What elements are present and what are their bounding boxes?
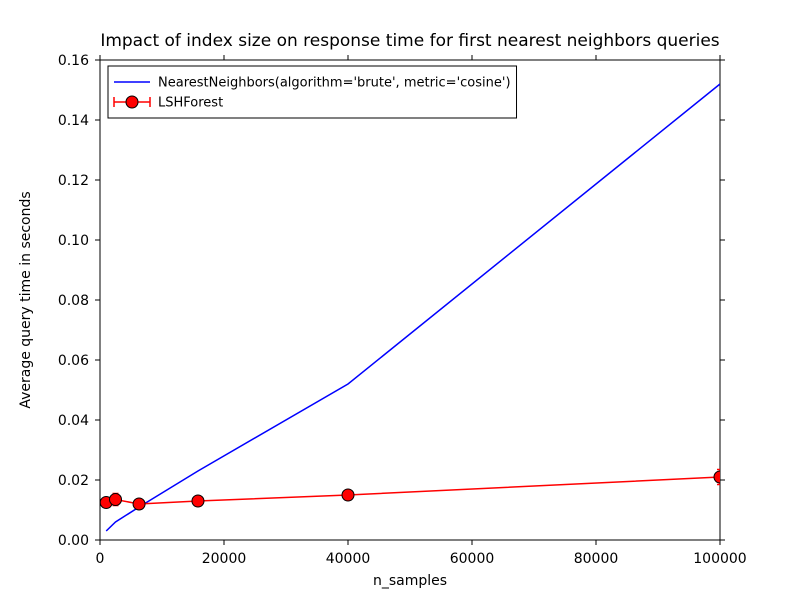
x-tick-label: 100000 bbox=[693, 551, 746, 567]
series-marker-1 bbox=[342, 489, 354, 501]
x-tick-label: 40000 bbox=[326, 551, 371, 567]
chart-container: 0 20000 40000 60000 80000 100000 0.00 0.02 0.04 0… bbox=[0, 0, 800, 600]
y-tick-label: 0.00 bbox=[58, 533, 89, 549]
y-tick-label: 0.08 bbox=[58, 293, 89, 309]
x-tick-label: 60000 bbox=[450, 551, 495, 567]
y-tick-label: 0.10 bbox=[58, 233, 89, 249]
chart-title: Impact of index size on response time fo… bbox=[100, 31, 719, 51]
x-tick-label: 80000 bbox=[574, 551, 619, 567]
y-tick-label: 0.04 bbox=[58, 413, 89, 429]
series-marker-1 bbox=[110, 494, 122, 506]
x-tick-label: 20000 bbox=[202, 551, 247, 567]
x-tick-label: 0 bbox=[96, 551, 105, 567]
series-marker-1 bbox=[133, 498, 145, 510]
legend-label-1: LSHForest bbox=[158, 96, 223, 111]
y-tick-label: 0.06 bbox=[58, 353, 89, 369]
series-marker-1 bbox=[192, 495, 204, 507]
x-axis-label: n_samples bbox=[373, 573, 447, 589]
y-axis-label: Average query time in seconds bbox=[18, 191, 34, 408]
legend: NearestNeighbors(algorithm='brute', metr… bbox=[108, 66, 517, 118]
chart-svg: 0 20000 40000 60000 80000 100000 0.00 0.02 0.04 0… bbox=[0, 0, 800, 600]
y-tick-label: 0.02 bbox=[58, 473, 89, 489]
y-tick-label: 0.14 bbox=[58, 113, 89, 129]
legend-label-0: NearestNeighbors(algorithm='brute', metr… bbox=[158, 76, 511, 91]
y-tick-label: 0.16 bbox=[58, 53, 89, 69]
y-tick-label: 0.12 bbox=[58, 173, 89, 189]
